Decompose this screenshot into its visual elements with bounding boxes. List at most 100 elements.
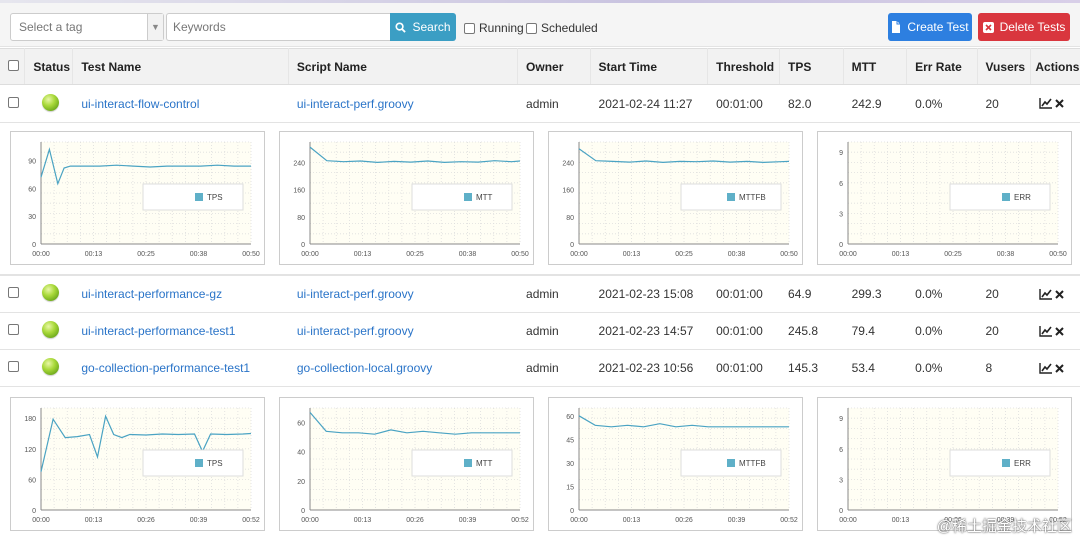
legend-label: TPS xyxy=(207,459,223,468)
test-name-cell: ui-interact-flow-control xyxy=(72,84,289,123)
legend-box xyxy=(949,449,1051,477)
start-time-cell: 2021-02-23 15:08 xyxy=(590,275,708,313)
chart-line-icon[interactable] xyxy=(1039,325,1053,337)
actions-cell xyxy=(1030,349,1080,387)
row-checkbox[interactable] xyxy=(8,96,19,108)
row-select-cell[interactable] xyxy=(0,349,25,387)
chart-line-icon[interactable] xyxy=(1039,362,1053,374)
chart-row-flow-control: 0 30 60 90 00:00 00:13 00:25 00:38 00:50 TPS 0 80 16… xyxy=(0,123,1080,275)
test-name-link[interactable]: ui-interact-performance-test1 xyxy=(81,324,236,338)
delete-icon[interactable] xyxy=(1055,99,1065,108)
legend-box xyxy=(411,449,513,477)
legend-swatch xyxy=(1002,459,1010,467)
x-tick-label: 00:00 xyxy=(32,251,50,258)
row-checkbox[interactable] xyxy=(8,287,19,298)
scheduled-filter[interactable]: Scheduled xyxy=(526,21,598,35)
err-rate-cell: 0.0% xyxy=(906,275,977,313)
col-mtt[interactable]: MTT xyxy=(843,48,908,85)
script-name-cell: ui-interact-perf.groovy xyxy=(288,84,518,123)
chart-panel-mtt: 0 20 40 60 00:00 00:13 00:26 00:39 00:52 MTT xyxy=(279,397,534,531)
status-cell xyxy=(24,312,73,350)
legend-label: ERR xyxy=(1014,193,1031,202)
select-all-checkbox[interactable] xyxy=(8,59,19,71)
chart-panel-err: 0 3 6 9 00:00 00:13 00:25 00:38 00:50 ERR xyxy=(817,131,1072,265)
chart-panel-tps: 0 30 60 90 00:00 00:13 00:25 00:38 00:50 TPS xyxy=(10,131,265,265)
delete-icon[interactable] xyxy=(1055,326,1065,336)
vusers-cell: 8 xyxy=(977,349,1031,387)
row-select-cell[interactable] xyxy=(0,84,25,123)
close-icon xyxy=(982,21,994,33)
x-tick-label: 00:25 xyxy=(675,251,693,258)
chart-line-icon[interactable] xyxy=(1039,288,1053,300)
actions-cell xyxy=(1030,84,1080,123)
test-name-link[interactable]: ui-interact-performance-gz xyxy=(81,287,223,301)
table-row[interactable]: ui-interact-flow-control ui-interact-perf… xyxy=(0,84,1080,123)
col-test-name[interactable]: Test Name xyxy=(72,48,289,85)
col-owner[interactable]: Owner xyxy=(517,48,591,85)
scheduled-checkbox[interactable] xyxy=(526,22,537,34)
legend-swatch xyxy=(1002,193,1010,201)
chart-line-icon[interactable] xyxy=(1039,98,1053,109)
series-line-tps xyxy=(40,414,252,472)
x-tick-label: 00:39 xyxy=(459,517,477,524)
x-tick-label: 00:52 xyxy=(242,517,260,524)
table-row[interactable]: ui-interact-performance-gz ui-interact-pe… xyxy=(0,275,1080,313)
select-all-cell[interactable] xyxy=(0,48,26,85)
x-tick-label: 00:38 xyxy=(190,251,208,258)
script-name-link[interactable]: go-collection-local.groovy xyxy=(296,361,433,375)
x-tick-label: 00:38 xyxy=(728,251,746,258)
col-start-time[interactable]: Start Time xyxy=(590,48,709,85)
tag-select[interactable]: Select a tag ▼ xyxy=(10,13,164,41)
x-tick-label: 00:52 xyxy=(511,517,529,524)
delete-tests-button[interactable]: Delete Tests xyxy=(978,13,1070,41)
col-tps[interactable]: TPS xyxy=(779,48,844,85)
test-name-link[interactable]: go-collection-performance-test1 xyxy=(81,361,251,375)
x-tick-label: 00:26 xyxy=(406,517,424,524)
chevron-down-icon[interactable]: ▼ xyxy=(147,14,163,40)
legend-swatch xyxy=(464,193,472,201)
row-checkbox[interactable] xyxy=(8,361,19,372)
y-tick-label: 30 xyxy=(28,214,36,221)
file-icon xyxy=(892,21,901,33)
x-tick-label: 00:25 xyxy=(944,251,962,258)
threshold-cell: 00:01:00 xyxy=(707,312,780,350)
col-threshold[interactable]: Threshold xyxy=(707,48,781,85)
status-ok-icon xyxy=(42,321,60,338)
script-name-link[interactable]: ui-interact-perf.groovy xyxy=(296,287,414,301)
mtt-cell: 53.4 xyxy=(843,349,907,387)
delete-icon[interactable] xyxy=(1055,289,1065,299)
top-accent-bar xyxy=(0,0,1080,3)
chart-svg: 0 80 160 240 00:00 00:13 00:25 00:38 00:50 MTT xyxy=(293,141,529,258)
legend-box xyxy=(949,183,1051,211)
col-script-name[interactable]: Script Name xyxy=(288,48,519,85)
col-err-rate[interactable]: Err Rate xyxy=(906,48,978,85)
tps-cell: 82.0 xyxy=(779,84,844,123)
x-tick-label: 00:38 xyxy=(459,251,477,258)
col-vusers[interactable]: Vusers xyxy=(977,48,1032,85)
script-name-link[interactable]: ui-interact-perf.groovy xyxy=(296,324,414,338)
chart-svg: 0 60 120 180 00:00 00:13 00:26 00:39 00:52 TPS xyxy=(24,407,260,524)
running-checkbox[interactable] xyxy=(464,22,475,34)
running-filter[interactable]: Running xyxy=(464,21,524,35)
row-select-cell[interactable] xyxy=(0,275,25,313)
search-button[interactable]: Search xyxy=(390,13,456,41)
create-test-button[interactable]: Create Test xyxy=(888,13,972,41)
start-time-cell: 2021-02-23 14:57 xyxy=(590,312,708,350)
script-name-link[interactable]: ui-interact-perf.groovy xyxy=(296,96,414,111)
table-row[interactable]: go-collection-performance-test1 go-collec… xyxy=(0,349,1080,387)
x-tick-label: 00:00 xyxy=(32,517,50,524)
search-icon xyxy=(395,21,407,33)
table-row[interactable]: ui-interact-performance-test1 ui-interact… xyxy=(0,312,1080,350)
chart-svg: 0 80 160 240 00:00 00:13 00:25 00:38 00:50 MTTFB xyxy=(562,141,798,258)
mtt-cell: 299.3 xyxy=(843,275,907,313)
x-tick-label: 00:52 xyxy=(1049,517,1067,524)
col-status[interactable]: Status xyxy=(24,48,74,85)
row-select-cell[interactable] xyxy=(0,312,25,350)
delete-icon[interactable] xyxy=(1055,363,1065,373)
test-name-link[interactable]: ui-interact-flow-control xyxy=(81,96,200,111)
keywords-input[interactable] xyxy=(166,13,390,41)
status-cell xyxy=(24,349,73,387)
x-tick-label: 00:39 xyxy=(728,517,746,524)
row-checkbox[interactable] xyxy=(8,324,19,335)
chart-svg: 0 3 6 9 00:00 00:13 00:25 00:38 00:50 ERR xyxy=(839,141,1067,258)
